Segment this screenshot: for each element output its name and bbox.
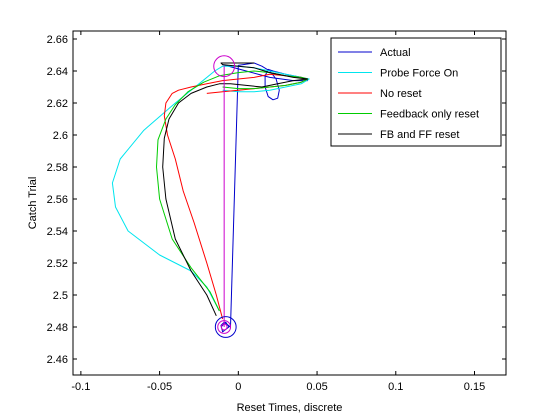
reset-marker-circle-2 [217,320,232,334]
y-tick-label: 2.52 [47,258,68,270]
x-tick-label: 0.05 [306,381,327,393]
y-tick-label: 2.58 [47,162,68,174]
reset-marker-circle-3 [220,323,228,331]
x-tick-label: 0.15 [464,381,485,393]
y-tick-label: 2.48 [47,322,68,334]
y-tick-label: 2.64 [47,66,68,78]
y-tick-label: 2.46 [47,354,68,366]
y-tick-label: 2.5 [53,290,68,302]
legend-label-3: No reset [380,88,422,100]
legend-box [330,37,502,147]
y-axis-label: Catch Trial [27,177,39,230]
series-line-2 [111,65,310,312]
series-line-4 [156,70,309,312]
y-tick-label: 2.54 [47,226,68,238]
plot-frame [72,30,507,376]
reset-marker-circle-1 [213,55,236,78]
y-axis-ticks: 2.46 2.48 2.5 2.52 2.54 2.56 2.58 2.6 2.62 2.64 2.… [47,34,506,366]
reset-marker-circle-4 [214,316,237,338]
legend-label-4: Feedback only reset [380,109,479,121]
y-tick-label: 2.6 [53,130,68,142]
y-tick-label: 2.66 [47,34,68,46]
x-tick-label: -0.05 [147,381,172,393]
x-axis-label: Reset Times, discrete [237,402,343,414]
legend-label-5: FB and FF reset [380,129,459,141]
series-line-5 [162,62,309,317]
y-tick-label: 2.56 [47,194,68,206]
annotation-group [213,55,237,338]
x-tick-label: 0 [235,381,241,393]
x-axis-ticks: -0.1 -0.05 0 0.05 0.1 0.15 [71,31,485,393]
legend: Actual Probe Force On No reset Feedback onl… [330,37,502,147]
legend-label-2: Probe Force On [380,68,458,80]
y-tick-label: 2.62 [47,98,68,110]
legend-label-1: Actual [380,47,411,59]
x-tick-label: 0.1 [388,381,403,393]
x-tick-label: -0.1 [71,381,90,393]
